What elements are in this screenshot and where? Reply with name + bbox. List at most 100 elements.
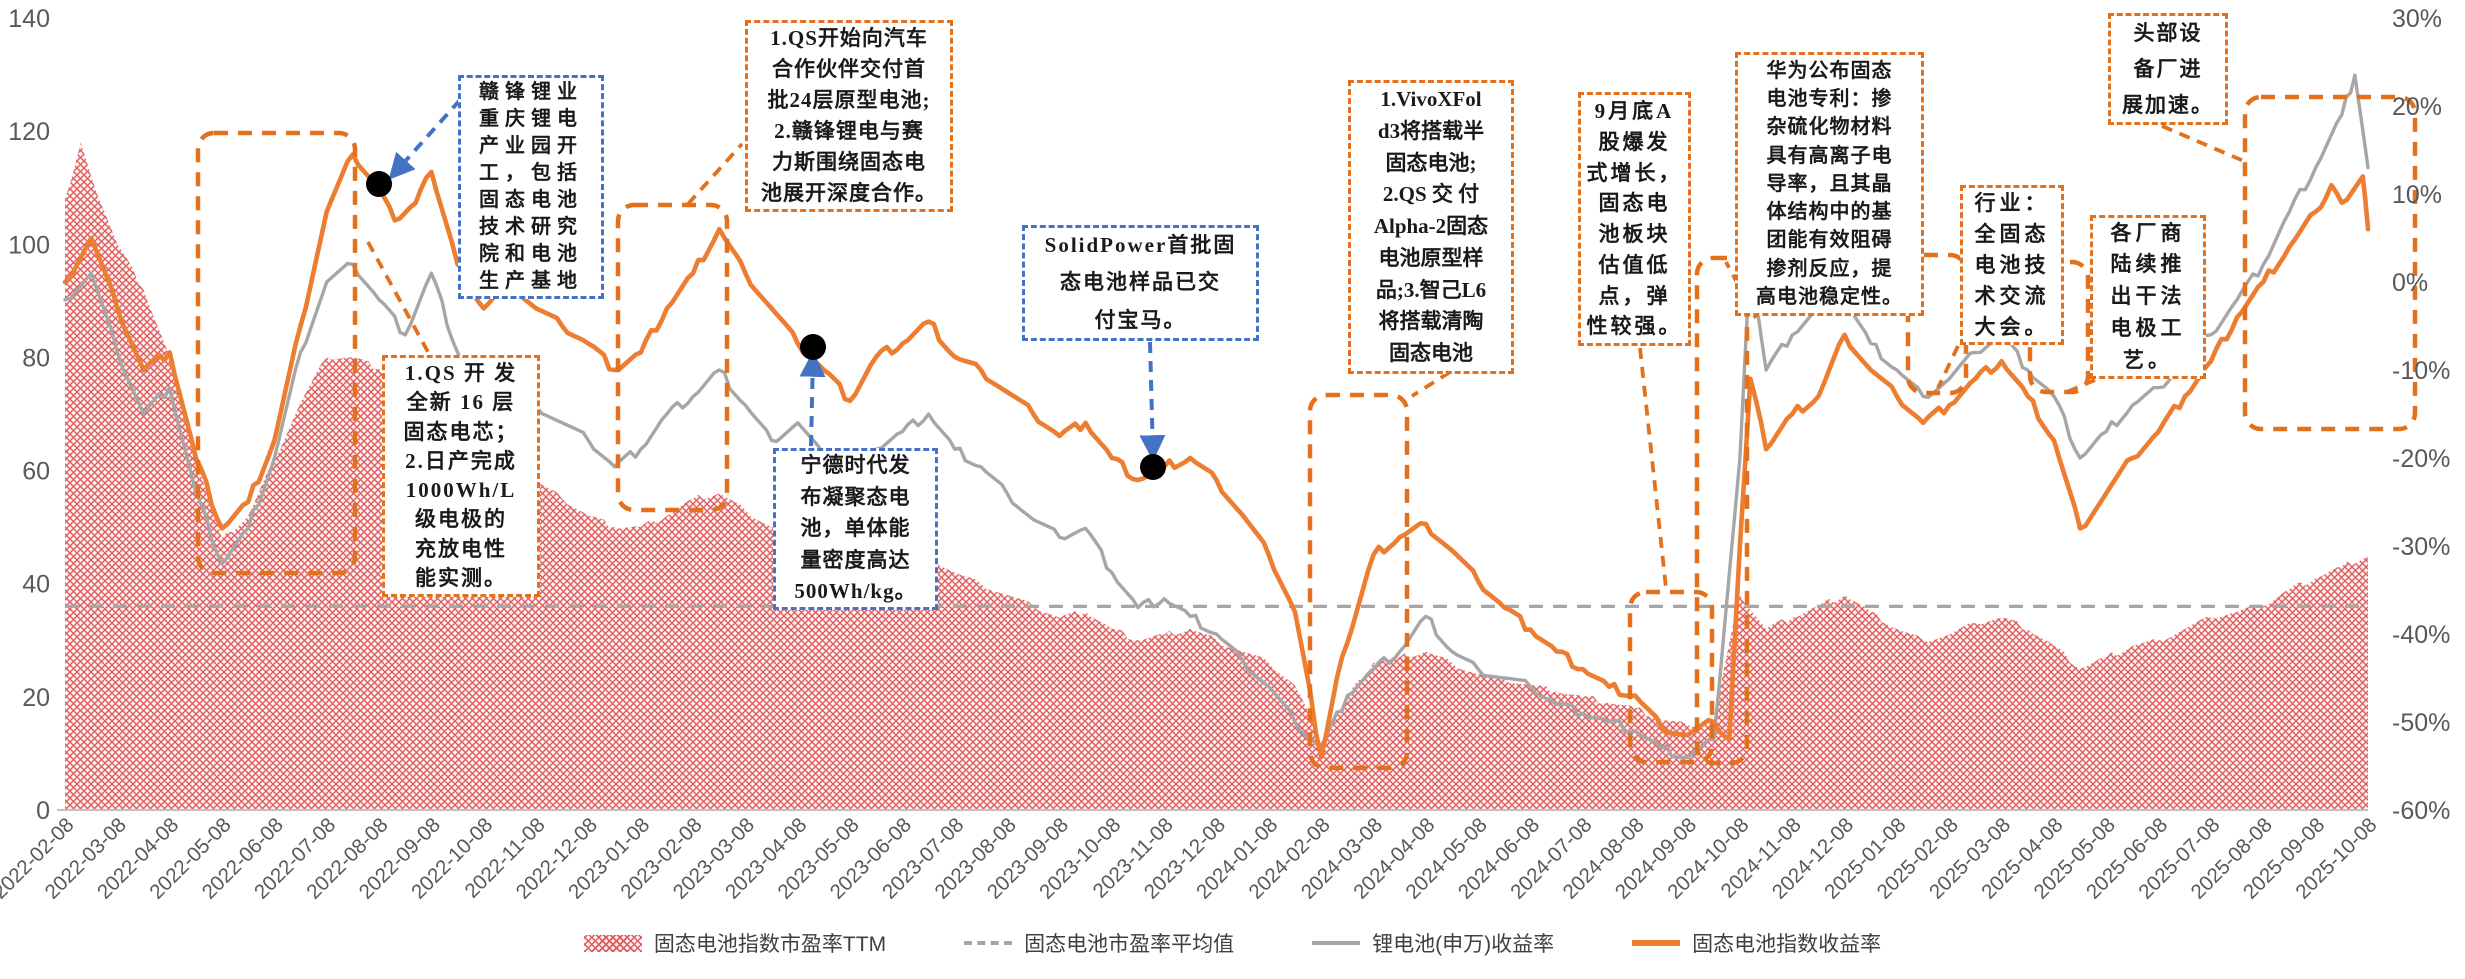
left-axis-label: 40 <box>22 571 50 599</box>
leader-equipment <box>2161 124 2247 164</box>
leader-catl <box>799 350 826 447</box>
annotation-text-line: 合作伙伴交付首 <box>772 57 926 81</box>
annotation-text-line: 高电池稳定性。 <box>1756 286 1903 309</box>
annotation-text-line: 点，弹 <box>1598 283 1671 308</box>
left-axis-label: 120 <box>8 118 50 146</box>
annotation-text-line: 固态电芯； <box>403 419 519 444</box>
annotation-text-line: 估值低 <box>1598 252 1671 277</box>
left-axis-label: 20 <box>22 684 50 712</box>
right-axis-label: 10% <box>2392 181 2442 209</box>
left-axis-label: 60 <box>22 458 50 486</box>
legend-swatch-orange-line-icon <box>1632 940 1681 946</box>
right-axis-label: -60% <box>2392 797 2450 825</box>
annotation-text-line: Alpha-2固态 <box>1373 214 1489 239</box>
leader-vivo <box>1410 370 1452 398</box>
right-axis-label: 20% <box>2392 93 2442 121</box>
annotation-text-line: 导率，且其晶 <box>1766 172 1893 195</box>
annotation-text-line: 固态电池; <box>1385 150 1477 175</box>
annotation-text-line: 电池技 <box>1974 252 2050 277</box>
leader-solidpower <box>1139 341 1166 462</box>
annotation-text-line: 固态电 <box>1598 191 1671 216</box>
annotation-text-line: 术交流 <box>1974 283 2050 308</box>
annotation-text-line: 将搭载清陶 <box>1378 309 1484 334</box>
legend-label-lithium-return: 锂电池(申万)收益率 <box>1372 933 1555 956</box>
leader-september <box>1638 347 1668 589</box>
annotation-text-line: 团能有效阻碍 <box>1766 229 1893 252</box>
annotation-qs-24layer-seres: 1.QS开始向汽车 合作伙伴交付首 批24层原型电池; 2.赣锋锂电与赛 力斯围绕固态电… <box>745 20 953 212</box>
legend-item-pe-average: 固态电池市盈率平均值 <box>964 928 1234 958</box>
annotation-text-line: 全新 16 层 <box>406 390 516 415</box>
annotation-text-line: 2.赣锋锂电与赛 <box>774 119 924 143</box>
annotation-solidpower-bmw: SolidPower首批固 态电池样品已交 付宝马。 <box>1022 225 1259 341</box>
highlight-2023-02-03 <box>615 202 730 513</box>
right-axis-label: -50% <box>2392 709 2450 737</box>
annotation-huawei-patent: 华为公布固态 电池专利：掺 杂硫化物材料 具有高离子电 导率，且其晶 体结构中的基 团能有效… <box>1735 52 1924 316</box>
annotation-text-line: 宁德时代发 <box>800 453 911 478</box>
right-axis-label: -10% <box>2392 357 2450 385</box>
annotation-text-line: 行业： <box>1974 190 2050 215</box>
annotation-text-line: 产业园开 <box>479 135 583 157</box>
left-axis-label: 140 <box>8 5 50 33</box>
annotation-text-line: 电极工 <box>2110 315 2186 340</box>
leader-ganfeng <box>388 98 462 180</box>
annotation-september-a-share-rally: 9月底A 股爆发 式增长， 固态电 池板块 估值低 点，弹 性较强。 <box>1578 92 1691 346</box>
solid-state-index-return-line <box>62 152 2371 760</box>
annotation-text-line: 固态电池 <box>1389 340 1473 365</box>
annotation-text-line: 华为公布固态 <box>1766 59 1893 82</box>
annotation-text-line: 布凝聚态电 <box>800 484 911 509</box>
event-dot-2023-04 <box>800 334 826 360</box>
leader-industry <box>1936 345 1960 389</box>
legend-swatch-hatched-area-icon <box>583 934 642 952</box>
annotation-text-line: 大会。 <box>1974 314 2050 339</box>
annotation-text-line: 1.QS开始向汽车 <box>770 26 928 50</box>
annotation-text-line: 1000Wh/L <box>405 478 517 502</box>
left-axis-label: 100 <box>8 231 50 259</box>
pe-ttm-hatched-area <box>65 142 2368 810</box>
leader-dry-electrode <box>2061 378 2096 396</box>
annotation-industry-conference: 行业： 全固态电池技术交流大会。 <box>1960 185 2064 345</box>
annotation-text-line: 2.QS 交 付 <box>1382 182 1480 207</box>
annotation-text-line: 掺剂反应，提 <box>1766 257 1893 280</box>
annotation-text-line: 电池原型样 <box>1378 245 1484 270</box>
lithium-battery-return-line <box>63 73 2370 760</box>
annotation-text-line: 陆续推 <box>2110 252 2186 277</box>
annotation-text-line: 级电极的 <box>415 507 507 532</box>
event-dot-2022-08 <box>366 171 392 197</box>
annotation-text-line: 固态电池 <box>479 189 583 211</box>
annotation-text-line: 池展开深度合作。 <box>761 181 937 205</box>
annotation-catl-condensed-battery: 宁德时代发 布凝聚态电 池，单体能 量密度高达 500Wh/kg。 <box>773 448 938 610</box>
right-axis-label: -20% <box>2392 445 2450 473</box>
annotation-text-line: 池，单体能 <box>800 516 911 541</box>
annotation-text-line: 1.QS 开 发 <box>404 361 518 385</box>
annotation-text-line: 艺。 <box>2123 347 2173 372</box>
annotation-text-line: 品;3.智己L6 <box>1375 277 1487 302</box>
annotation-equipment-makers: 头部设 备厂进 展加速。 <box>2108 13 2228 125</box>
annotation-text-line: 展加速。 <box>2122 93 2214 118</box>
annotation-text-line: SolidPower首批固 <box>1044 232 1237 257</box>
annotation-text-line: 性较强。 <box>1586 314 1683 339</box>
annotation-text-line: 9月底A <box>1594 99 1675 123</box>
annotation-text-line: 付宝马。 <box>1094 307 1187 332</box>
leader-qs-seres <box>686 142 744 206</box>
annotation-text-line: 批24层原型电池; <box>767 88 931 112</box>
annotation-text-line: 1.VivoXFol <box>1380 87 1482 112</box>
annotation-dry-electrode: 各厂商 陆续推 出干法 电极工 艺。 <box>2090 215 2206 379</box>
annotation-text-line: 全固态 <box>1974 221 2050 246</box>
annotation-vivo-qs-zhiji: 1.VivoXFol d3将搭载半 固态电池; 2.QS 交 付 Alpha-2固态 电池… <box>1348 80 1514 374</box>
highlight-2024-02-04 <box>1307 392 1410 771</box>
right-axis-label: 30% <box>2392 5 2442 33</box>
annotation-text-line: 生产基地 <box>479 270 583 292</box>
leader-qs-nissan <box>366 241 430 353</box>
annotation-text-line: 电池专利：掺 <box>1766 87 1893 110</box>
annotation-text-line: 2.日产完成 <box>405 448 517 473</box>
highlight-2024-08-09 <box>1627 589 1715 765</box>
annotation-text-line: 各厂商 <box>2110 220 2186 245</box>
annotation-text-line: 池板块 <box>1598 222 1671 246</box>
annotation-text-line: 头部设 <box>2133 20 2203 45</box>
annotation-text-line: 力斯围绕固态电 <box>772 150 926 174</box>
annotation-text-line: 充放电性 <box>415 536 507 561</box>
annotation-text-line: 能实测。 <box>415 565 507 590</box>
annotation-text-line: 工，包括 <box>479 162 583 184</box>
legend-item-pe-ttm: 固态电池指数市盈率TTM <box>583 928 886 958</box>
annotation-qs-16layer-nissan: 1.QS 开 发全新 16 层固态电芯； 2.日产完成 1000Wh/L 级电极的充放… <box>382 355 540 597</box>
